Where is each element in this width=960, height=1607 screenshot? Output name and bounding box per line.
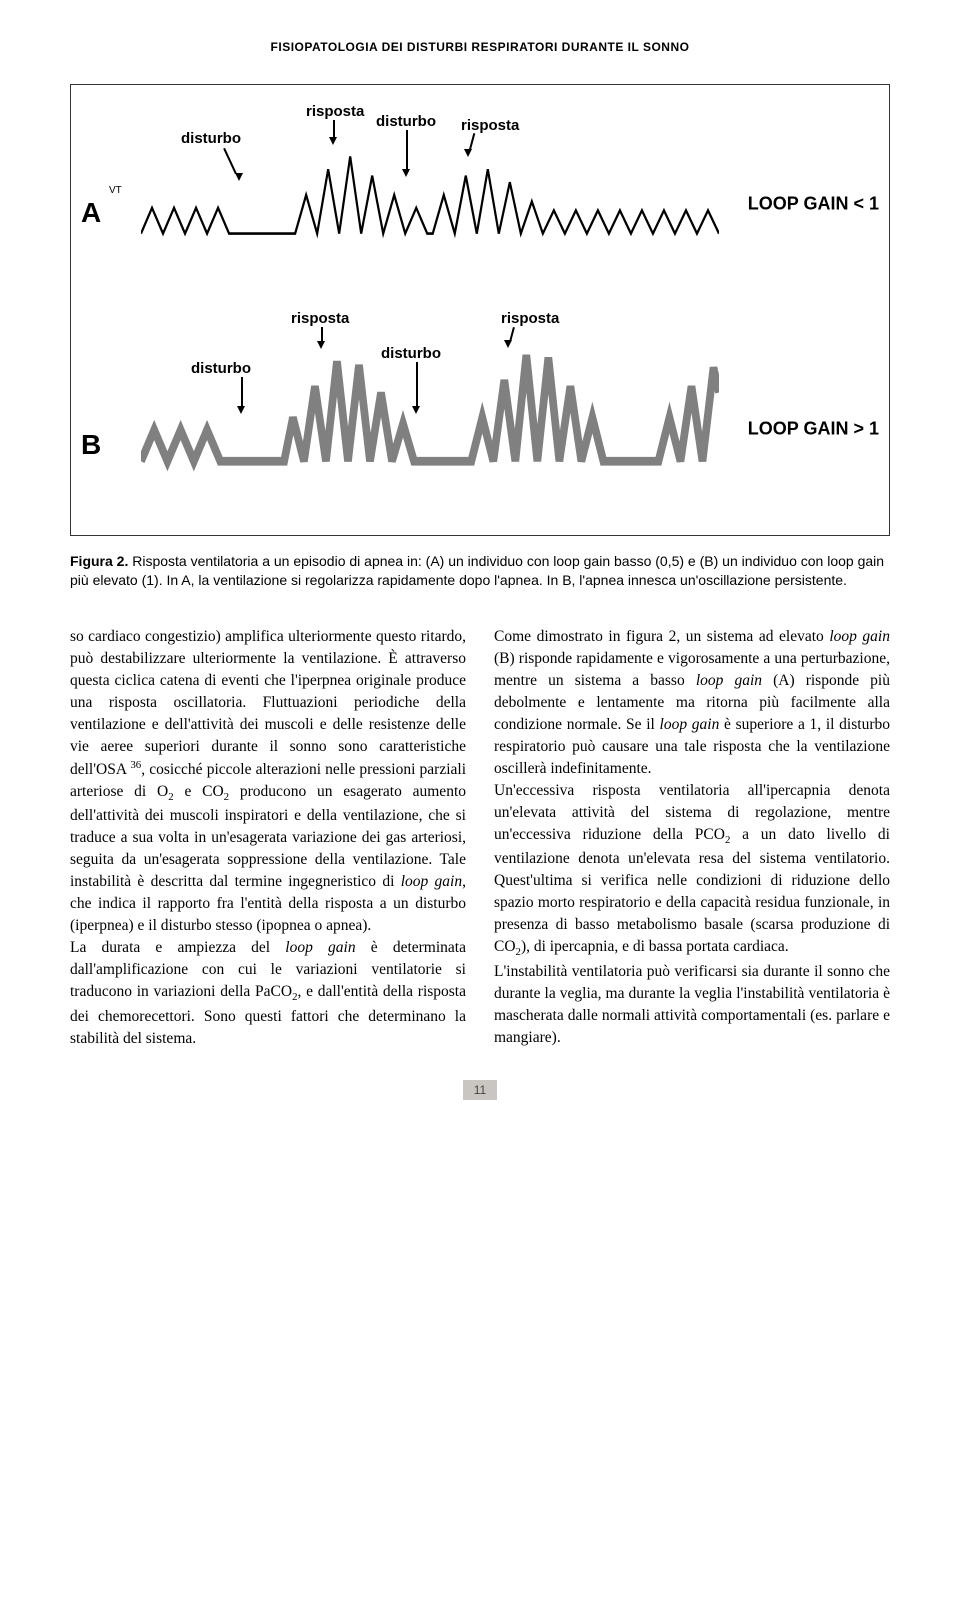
figure-caption-text: Risposta ventilatoria a un episodio di a… (70, 553, 884, 588)
page-number: 11 (463, 1080, 497, 1100)
figure-panel-b: B LOOP GAIN > 1 disturbo risposta distur… (91, 305, 869, 505)
annot-risposta-a2: risposta (461, 117, 519, 134)
annot-risposta-a1: risposta (306, 103, 364, 120)
loop-gain-label-a: LOOP GAIN < 1 (748, 194, 879, 215)
body-left-text: so cardiaco congestizio) amplifica ulter… (70, 626, 466, 1050)
waveform-b-area: disturbo risposta disturbo risposta (141, 305, 719, 505)
annot-risposta-b2: risposta (501, 310, 559, 327)
loop-gain-label-b: LOOP GAIN > 1 (748, 419, 879, 440)
body-columns: so cardiaco congestizio) amplifica ulter… (70, 626, 890, 1050)
wave-a-path (141, 156, 719, 233)
annot-disturbo-a2: disturbo (376, 113, 436, 130)
running-header: FISIOPATOLOGIA DEI DISTURBI RESPIRATORI … (70, 40, 890, 54)
figure-2-box: A VT LOOP GAIN < 1 disturbo risposta dis… (70, 84, 890, 536)
annot-disturbo-a1: disturbo (181, 130, 241, 147)
body-right-text: Come dimostrato in figura 2, un sistema … (494, 626, 890, 1049)
figure-caption: Figura 2. Risposta ventilatoria a un epi… (70, 552, 890, 590)
annot-disturbo-b2: disturbo (381, 345, 441, 362)
annot-disturbo-b1: disturbo (191, 360, 251, 377)
waveform-b-svg (141, 305, 719, 505)
panel-b-letter: B (81, 429, 101, 461)
annot-risposta-b1: risposta (291, 310, 349, 327)
figure-panel-a: A VT LOOP GAIN < 1 disturbo risposta dis… (91, 105, 869, 285)
waveform-a-area: disturbo risposta disturbo risposta (141, 105, 719, 285)
figure-caption-label: Figura 2. (70, 553, 128, 569)
body-column-left: so cardiaco congestizio) amplifica ulter… (70, 626, 466, 1050)
body-column-right: Come dimostrato in figura 2, un sistema … (494, 626, 890, 1050)
panel-a-letter: A (81, 197, 101, 229)
vt-axis-label: VT (109, 185, 122, 196)
